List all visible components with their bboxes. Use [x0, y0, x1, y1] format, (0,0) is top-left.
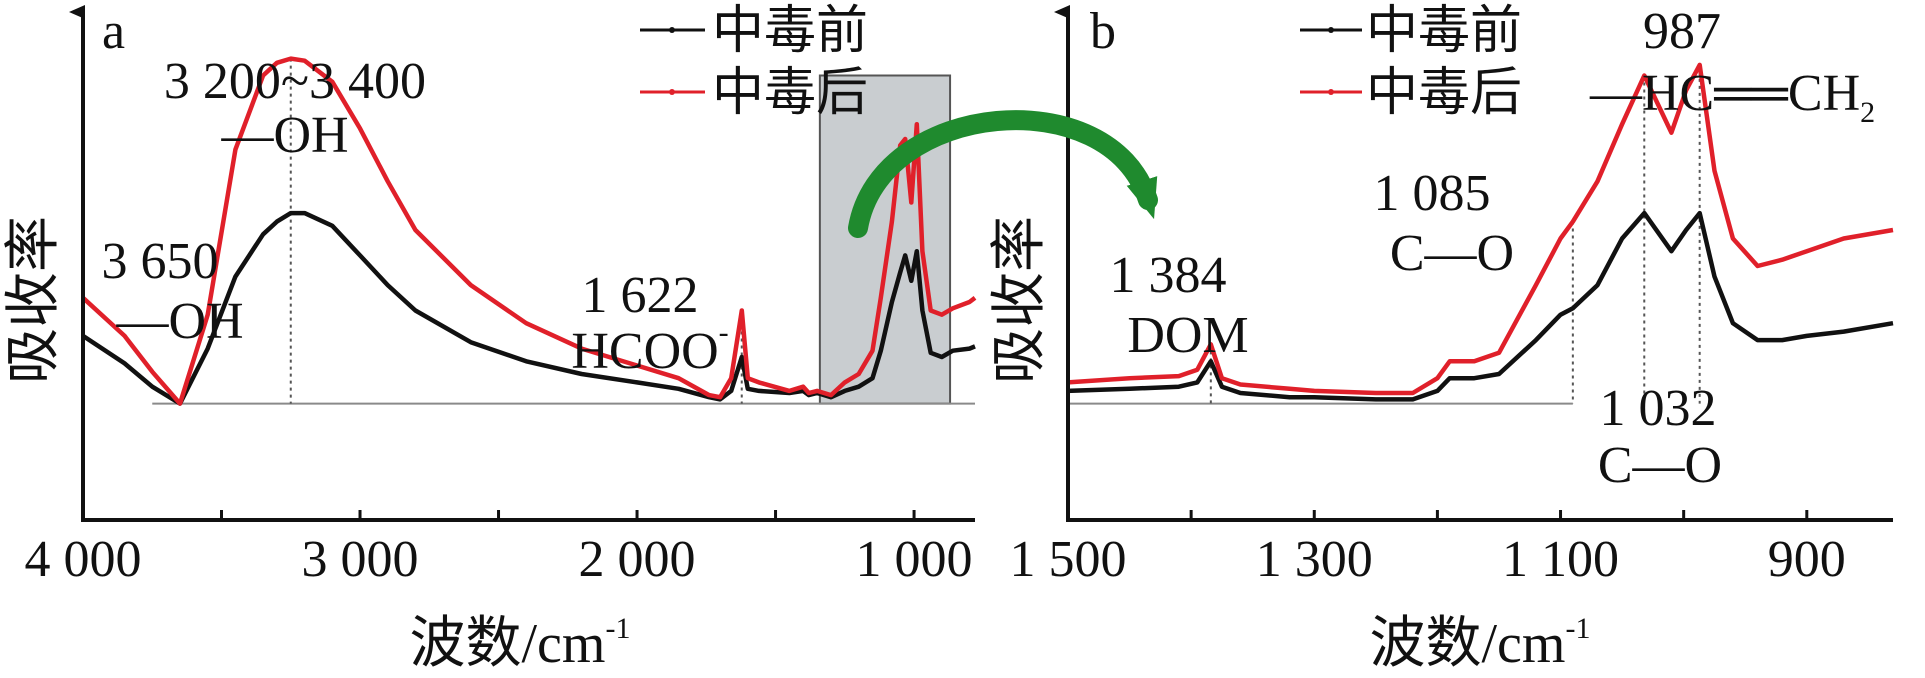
x-tick-label: 1 500	[1010, 531, 1127, 588]
x-axis-title: 波数/cm-1	[1370, 612, 1591, 675]
x-tick-label: 2 000	[579, 531, 696, 588]
annotation-3200-3400-group: —OH	[220, 107, 348, 164]
legend-marker-before	[1328, 27, 1334, 33]
x-tick-label: 900	[1768, 531, 1846, 588]
panel-label: a	[102, 3, 125, 60]
x-tick-label: 1 300	[1256, 531, 1373, 588]
legend-marker-after	[669, 89, 675, 95]
x-tick-labels: 4 000 3 000 2 000 1 000	[25, 531, 973, 588]
x-tick-label: 4 000	[25, 531, 142, 588]
legend-label-after: 中毒后	[712, 65, 868, 122]
x-tick-label: 3 000	[302, 531, 419, 588]
legend-label-before: 中毒前	[712, 3, 868, 60]
legend: 中毒前 中毒后	[1300, 3, 1522, 122]
series-line-before	[81, 210, 976, 406]
x-ticks	[1066, 510, 1809, 520]
annotation-3650-group: —OH	[115, 293, 243, 350]
peak-guide-lines	[1209, 64, 1701, 404]
annotation-1384: 1 384	[1110, 247, 1227, 304]
x-ticks	[81, 510, 916, 520]
panel-label: b	[1090, 3, 1116, 60]
annotation-3200-3400: 3 200~3 400	[164, 53, 426, 110]
panel-a: 4 000 3 000 2 000 1 000 a 波数/cm-1 吸收率 中毒前 中…	[3, 3, 977, 675]
panel-b: 1 500 1 300 1 100 900 b 波数/cm-1 吸收率 中毒前 中毒后…	[989, 3, 1894, 675]
zoom-connector-arrow	[848, 110, 1158, 238]
series-line-after	[81, 56, 977, 406]
annotation-1622-group: HCOO-	[571, 316, 728, 380]
annotation-1622: 1 622	[582, 267, 699, 324]
annotation-1085: 1 085	[1374, 165, 1491, 222]
x-tick-label: 1 000	[856, 531, 973, 588]
annotation-1384-group: DOM	[1127, 307, 1248, 364]
annotation-1032: 1 032	[1600, 380, 1717, 437]
x-axis-title: 波数/cm-1	[410, 612, 631, 675]
annotation-1085-group: C—O	[1390, 225, 1514, 282]
x-tick-labels: 1 500 1 300 1 100 900	[1010, 531, 1846, 588]
y-axis-title: 吸收率	[989, 216, 1051, 384]
legend: 中毒前 中毒后	[640, 3, 868, 122]
annotation-987-group: —HC══CH2	[1589, 65, 1875, 129]
x-tick-label: 1 100	[1502, 531, 1619, 588]
legend-marker-after	[1328, 89, 1334, 95]
legend-label-before: 中毒前	[1366, 3, 1522, 60]
annotation-1032-group: C—O	[1598, 437, 1722, 494]
series-line-after	[1067, 62, 1894, 396]
annotation-3650: 3 650	[102, 233, 219, 290]
y-axis-title: 吸收率	[3, 216, 65, 384]
series-line-before	[1067, 210, 1894, 402]
legend-marker-before	[669, 27, 675, 33]
legend-label-after: 中毒后	[1366, 65, 1522, 122]
annotation-987: 987	[1643, 3, 1721, 60]
